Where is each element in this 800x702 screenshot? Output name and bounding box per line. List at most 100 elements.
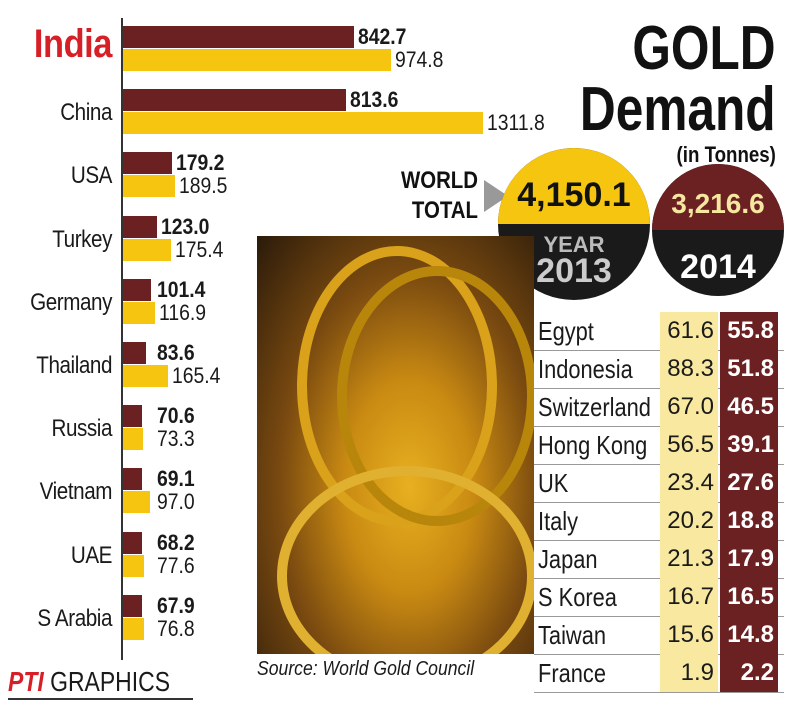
table-row: Taiwan 15.6 14.8: [534, 616, 784, 655]
unit-label: (in Tonnes): [676, 142, 776, 167]
table-value-2013: 56.5: [660, 426, 718, 464]
table-value-2013: 20.2: [660, 502, 718, 540]
table-country: Egypt: [538, 316, 594, 346]
data-label-y2013: 189.5: [179, 173, 228, 199]
pti-logo: PTI: [8, 666, 44, 697]
table-country: France: [538, 658, 606, 688]
total-2013-value: 4,150.1: [517, 176, 631, 214]
table-country: S Korea: [538, 582, 617, 612]
bar-y2014: [123, 405, 143, 428]
table-row: UK 23.4 27.6: [534, 464, 784, 503]
bar-y2013: [123, 554, 145, 577]
credit-word: GRAPHICS: [50, 666, 171, 697]
bar-y2014: [123, 278, 151, 301]
bangle-shape: [277, 466, 534, 654]
data-label-y2014: 69.1: [157, 466, 195, 492]
table-value-2014: 55.8: [720, 312, 778, 350]
data-label-y2014: 83.6: [157, 340, 195, 365]
bar-y2013: [123, 175, 175, 198]
data-label-y2013: 76.8: [157, 615, 195, 641]
bar-y2014: [123, 215, 157, 238]
data-label-y2014: 67.9: [157, 592, 195, 618]
bar-y2014: [123, 468, 142, 491]
data-label-y2013: 116.9: [159, 299, 207, 325]
table-country: Japan: [538, 544, 598, 574]
bar-y2013: [123, 301, 156, 324]
bar-y2014: [123, 152, 173, 175]
table-country: Taiwan: [538, 620, 606, 650]
table-value-2014: 17.9: [720, 540, 778, 578]
gold-jewellery-photo: [257, 236, 534, 654]
table-value-2014: 39.1: [720, 426, 778, 464]
total-2013-circle: 4,150.1 YEAR 2013: [498, 148, 650, 300]
table-country: Hong Kong: [538, 430, 648, 460]
category-label: USA: [70, 162, 113, 190]
data-label-y2013: 1311.8: [487, 110, 545, 136]
table-row: S Korea 16.7 16.5: [534, 578, 784, 617]
data-label-y2014: 123.0: [160, 213, 210, 239]
category-label: China: [60, 99, 112, 127]
table-row: France 1.9 2.2: [534, 654, 784, 693]
bar-y2014: [123, 26, 355, 48]
table-value-2013: 15.6: [660, 616, 718, 654]
bar-y2014: [123, 342, 146, 364]
category-label: India: [33, 22, 113, 66]
data-label-y2013: 77.6: [157, 552, 195, 578]
year-2014: 2014: [680, 248, 756, 286]
table-value-2014: 51.8: [720, 350, 778, 388]
category-label: Thailand: [36, 352, 112, 379]
data-label-y2014: 68.2: [157, 529, 195, 555]
data-label-y2013: 974.8: [394, 47, 443, 72]
bar-y2013: [123, 112, 483, 135]
data-label-y2014: 70.6: [157, 403, 195, 429]
table-row: Hong Kong 56.5 39.1: [534, 426, 784, 465]
table-value-2014: 2.2: [720, 654, 778, 692]
credit-underline: [8, 698, 193, 700]
data-label-y2014: 842.7: [358, 24, 407, 49]
total-2014-value: 3,216.6: [671, 188, 765, 219]
world-total-label: WORLD TOTAL: [400, 167, 478, 224]
table-value-2013: 16.7: [660, 578, 718, 616]
table-row: Switzerland 67.0 46.5: [534, 388, 784, 427]
total-2014-circle: 3,216.6 2014: [652, 164, 784, 296]
category-label: Turkey: [52, 225, 112, 253]
table-value-2013: 88.3: [660, 350, 718, 388]
data-label-y2014: 813.6: [350, 87, 399, 113]
category-label: Russia: [51, 415, 112, 443]
table-row: Indonesia 88.3 51.8: [534, 350, 784, 389]
table-row: Japan 21.3 17.9: [534, 540, 784, 579]
table-value-2014: 14.8: [720, 616, 778, 654]
table-value-2014: 46.5: [720, 388, 778, 426]
table-country: Italy: [538, 506, 579, 536]
data-label-y2014: 179.2: [176, 150, 225, 176]
bar-y2014: [123, 594, 142, 617]
table-country: Indonesia: [538, 354, 633, 384]
circle-top-maroon: [652, 164, 784, 230]
title-line-1: GOLD: [632, 14, 776, 83]
credit: PTI GRAPHICS: [8, 666, 170, 698]
data-label-y2013: 73.3: [157, 426, 195, 452]
bar-y2014: [123, 89, 347, 112]
table-value-2013: 67.0: [660, 388, 718, 426]
bar-y2013: [123, 491, 150, 514]
table-value-2013: 23.4: [660, 464, 718, 502]
category-label: S Arabia: [37, 604, 112, 632]
bar-y2013: [123, 365, 169, 387]
table-value-2013: 21.3: [660, 540, 718, 578]
data-label-y2013: 165.4: [172, 363, 221, 388]
bar-y2014: [123, 531, 142, 554]
title-line-2: Demand: [580, 75, 776, 144]
bar-axis-line: [121, 18, 123, 660]
table-row: Egypt 61.6 55.8: [534, 312, 784, 351]
table-value-2014: 27.6: [720, 464, 778, 502]
year-label: YEAR: [543, 232, 605, 257]
table-value-2014: 18.8: [720, 502, 778, 540]
bar-y2013: [123, 238, 172, 261]
circle-top-gold: [498, 148, 650, 224]
table-row: Italy 20.2 18.8: [534, 502, 784, 541]
bar-y2013: [123, 428, 144, 451]
year-2013: 2013: [536, 252, 612, 290]
table-country: Switzerland: [538, 392, 651, 422]
source-note: Source: World Gold Council: [257, 658, 475, 680]
